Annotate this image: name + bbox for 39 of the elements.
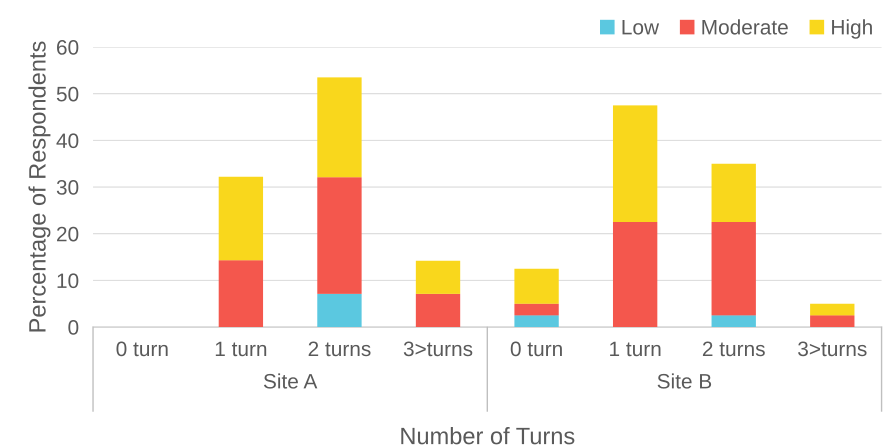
bar bbox=[514, 304, 559, 316]
y-tick-label: 40 bbox=[56, 133, 78, 148]
bar bbox=[612, 105, 658, 222]
y-tick-label: 50 bbox=[56, 86, 78, 102]
y-tick-label: 30 bbox=[56, 180, 78, 195]
x-tick-label: 3>turns bbox=[404, 341, 472, 356]
bar bbox=[712, 222, 756, 316]
bar bbox=[218, 260, 264, 328]
x-tick-label: 1 turn bbox=[610, 342, 660, 356]
bar bbox=[317, 294, 362, 328]
x-tick-label: 0 turn bbox=[116, 341, 168, 356]
x-tick-label: 3>turns bbox=[798, 341, 867, 356]
y-tick-label: 0 bbox=[68, 320, 78, 335]
bar bbox=[514, 315, 559, 328]
bar bbox=[218, 176, 264, 260]
bar bbox=[514, 268, 559, 304]
bar bbox=[712, 164, 756, 222]
y-tick-label: 60 bbox=[57, 40, 78, 55]
x-tick-label: 2 turns bbox=[308, 341, 371, 356]
bar bbox=[612, 222, 658, 328]
text: Site B bbox=[658, 373, 712, 389]
y-axis-title: Percentage of Respondents bbox=[28, 42, 50, 332]
legend-label: Low bbox=[622, 20, 660, 35]
bar bbox=[317, 77, 362, 178]
bar bbox=[416, 260, 460, 294]
bar bbox=[317, 177, 362, 294]
bar bbox=[416, 294, 460, 328]
y-tick-label: 20 bbox=[57, 226, 78, 242]
x-tick-label: 0 turn bbox=[510, 341, 562, 356]
x-tick-label: 2 turns bbox=[702, 341, 765, 356]
bar bbox=[810, 304, 854, 316]
y-tick-label: 10 bbox=[58, 273, 78, 288]
legend-label: High bbox=[832, 19, 872, 39]
text: Site A bbox=[264, 373, 318, 389]
x-axis-title: Number of Turns bbox=[401, 427, 574, 444]
legend-label: Moderate bbox=[702, 19, 788, 35]
x-tick-label: 1 turn bbox=[216, 342, 266, 356]
bar bbox=[810, 315, 854, 328]
bar bbox=[712, 315, 756, 328]
